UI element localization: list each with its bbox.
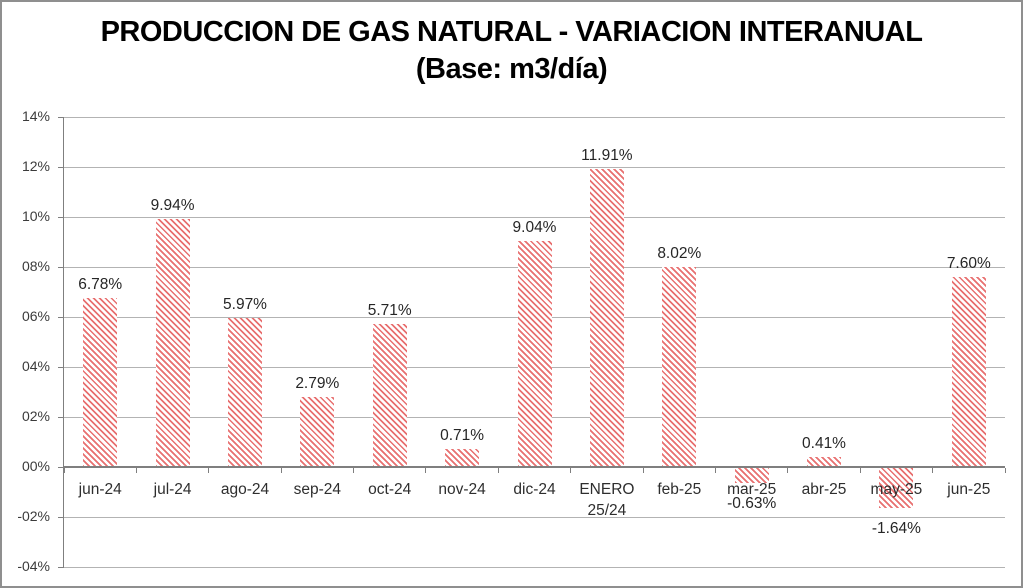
gridline: [64, 166, 1005, 168]
bar: [879, 467, 914, 508]
bar-value-label: 2.79%: [295, 375, 340, 393]
gridline: [64, 216, 1005, 218]
category-label: jun-24: [78, 481, 122, 498]
bar-value-label: 0.41%: [802, 434, 846, 452]
x-axis-tick: [787, 468, 789, 473]
category-label: mar-25: [727, 481, 777, 498]
x-axis-tick: [570, 468, 572, 473]
x-axis-tick: [715, 468, 716, 473]
bar: [445, 449, 480, 468]
category-label: jun-25: [947, 481, 991, 498]
bar-value-label: 0.71%: [440, 427, 485, 445]
y-tick-label: 14%: [21, 108, 50, 124]
y-axis-tick: [58, 416, 64, 418]
x-axis-tick: [208, 468, 210, 473]
y-tick-label: -02%: [17, 508, 50, 524]
y-tick-label: 04%: [21, 358, 50, 374]
y-tick-label: -04%: [17, 558, 50, 574]
bar-value-label: -1.64%: [871, 520, 921, 537]
category-label: dic-24: [513, 481, 556, 498]
gridline: [64, 516, 1005, 518]
x-axis-tick: [135, 468, 137, 473]
x-axis-tick: [425, 468, 427, 473]
bar: [83, 297, 118, 467]
bar-value-label: 5.97%: [223, 295, 267, 313]
bar-value-label: -0.63%: [727, 494, 777, 512]
x-axis-tick: [1004, 468, 1006, 473]
bar-value-label: 7.60%: [946, 255, 991, 272]
gridline: [64, 566, 1005, 568]
bar-value-label: 11.91%: [581, 147, 633, 165]
bar-value-label: 9.94%: [150, 196, 195, 214]
category-label: sep-24: [293, 481, 341, 498]
y-axis-tick: [58, 516, 64, 518]
chart-title: PRODUCCION DE GAS NATURAL - VARIACION IN…: [100, 16, 923, 48]
bar: [372, 324, 407, 468]
bar: [662, 266, 697, 467]
chart-subtitle: (Base: m3/día): [415, 53, 608, 85]
category-label: nov-24: [438, 481, 486, 498]
bar: [589, 169, 624, 468]
y-axis-line: [63, 117, 64, 568]
x-axis-tick: [353, 468, 354, 473]
bar: [155, 218, 190, 467]
y-axis-tick: [58, 266, 64, 268]
y-tick-label: 00%: [21, 458, 50, 474]
category-label: abr-25: [801, 481, 847, 498]
bar-value-label: 8.02%: [657, 244, 702, 262]
y-axis-tick: [58, 566, 64, 568]
bar-value-label: 5.71%: [367, 302, 412, 320]
x-axis-tick: [497, 468, 499, 473]
x-axis-tick: [642, 468, 644, 473]
y-axis-tick: [58, 166, 64, 168]
category-label: feb-25: [657, 481, 702, 498]
y-tick-label: 06%: [21, 308, 50, 324]
x-axis-tick: [280, 468, 282, 473]
y-axis-tick: [58, 316, 64, 318]
y-axis-tick: [58, 466, 64, 468]
category-label: ENERO 25/24: [579, 481, 635, 519]
x-axis-line: [64, 466, 1005, 468]
y-axis-tick: [58, 366, 64, 368]
category-label: ago-24: [220, 481, 270, 498]
y-tick-label: 10%: [21, 208, 50, 224]
category-label: may-25: [870, 481, 923, 498]
bar: [734, 467, 769, 483]
x-axis-tick: [63, 468, 65, 473]
bar: [300, 397, 335, 468]
y-tick-label: 12%: [21, 158, 50, 174]
y-axis-tick: [58, 116, 64, 118]
gridline: [64, 116, 1005, 118]
chart-title-block: PRODUCCION DE GAS NATURAL - VARIACION IN…: [2, 14, 1021, 88]
y-tick-label: 02%: [21, 408, 50, 424]
bar: [807, 456, 841, 468]
bar: [517, 241, 552, 467]
x-axis-tick: [932, 468, 934, 473]
y-axis-tick: [58, 216, 64, 218]
bar: [228, 317, 262, 468]
category-label: jul-24: [153, 481, 192, 498]
x-axis-tick: [859, 468, 861, 473]
category-label: oct-24: [368, 481, 412, 498]
y-tick-label: 08%: [21, 258, 50, 274]
bar: [951, 277, 986, 467]
bar-value-label: 9.04%: [512, 219, 557, 236]
bar-value-label: 6.78%: [78, 275, 123, 293]
